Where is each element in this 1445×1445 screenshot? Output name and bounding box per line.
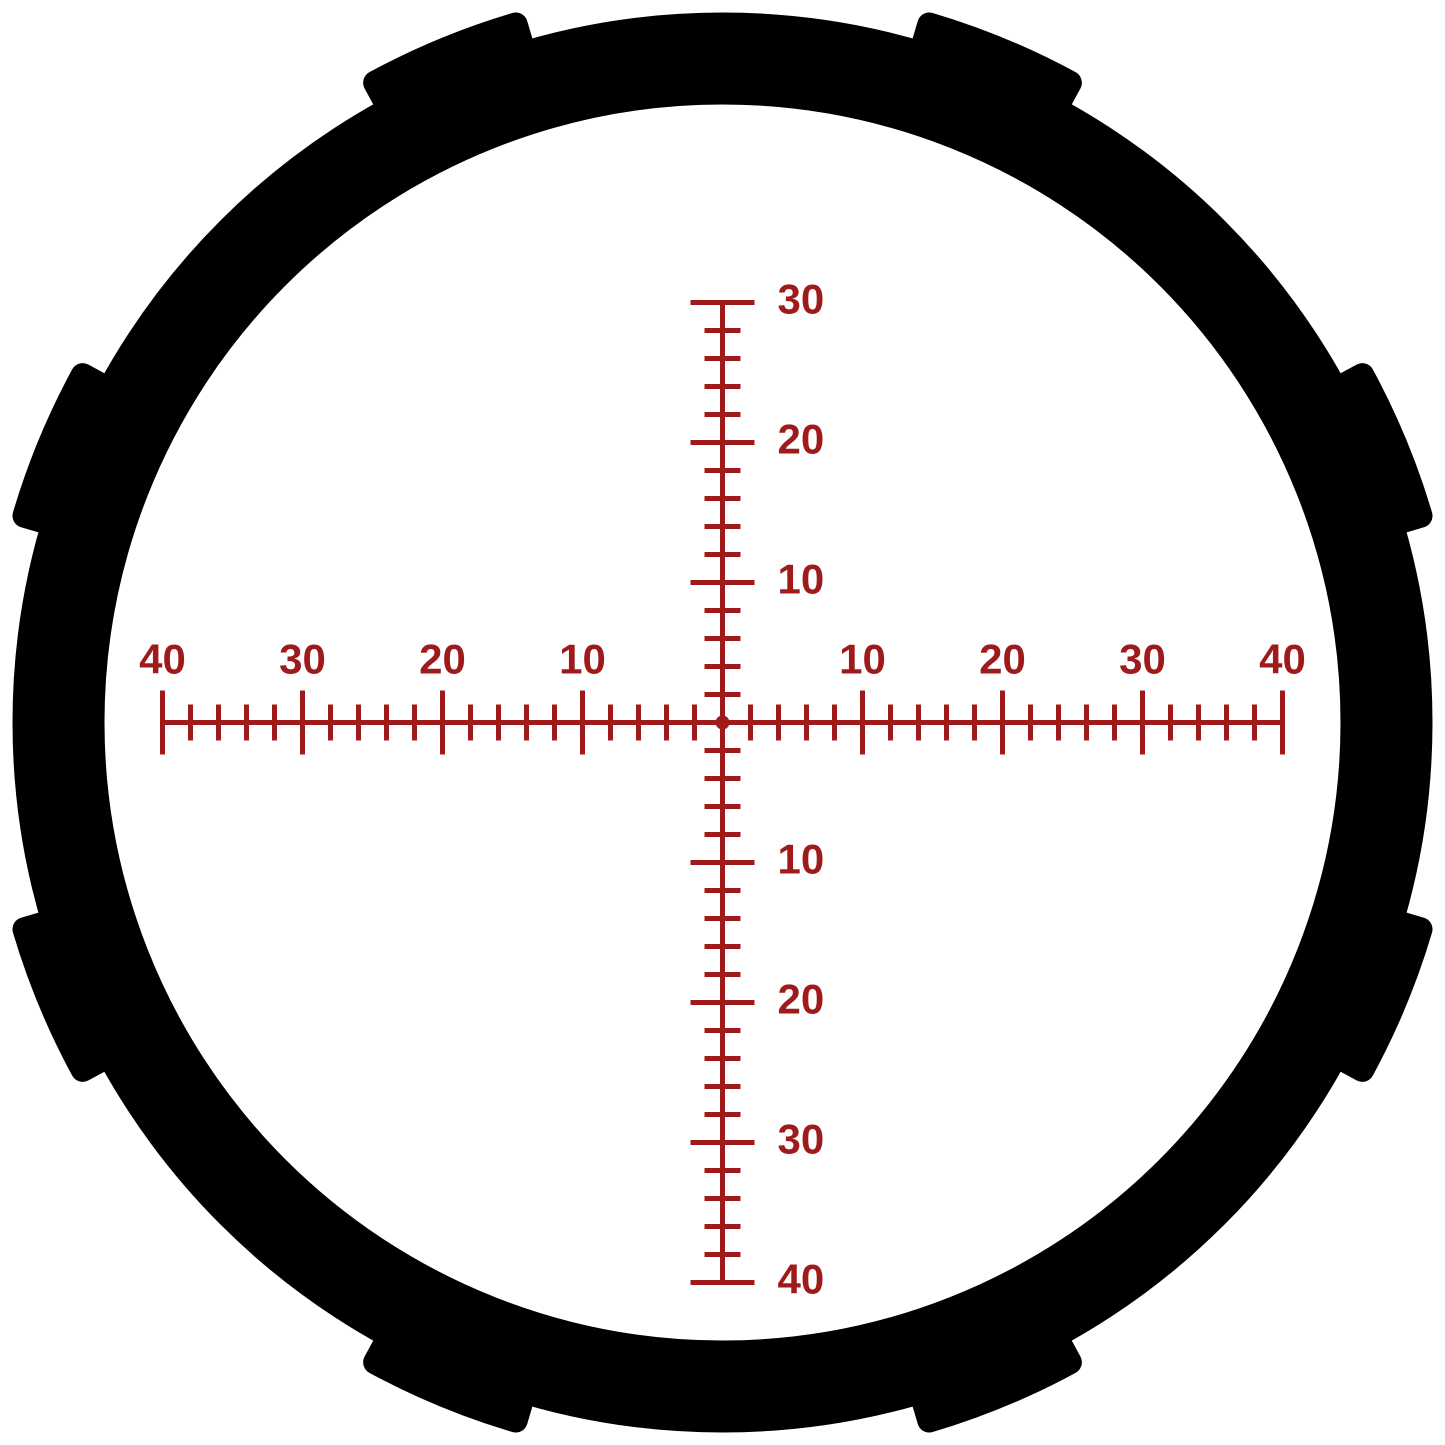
v-label-down-30: 30 xyxy=(778,1116,825,1163)
h-label-left-10: 10 xyxy=(559,636,606,683)
v-label-down-10: 10 xyxy=(778,836,825,883)
h-label-left-30: 30 xyxy=(279,636,326,683)
v-label-up-30: 30 xyxy=(778,276,825,323)
v-label-down-20: 20 xyxy=(778,976,825,1023)
reticle-diagram: 10 20 30 40 10 20 30 40 10 20 30 10 20 30 40 xyxy=(0,0,1445,1445)
v-label-up-20: 20 xyxy=(778,416,825,463)
h-label-right-30: 30 xyxy=(1119,636,1166,683)
h-label-left-40: 40 xyxy=(139,636,186,683)
h-label-right-20: 20 xyxy=(979,636,1026,683)
v-label-up-10: 10 xyxy=(778,556,825,603)
center-dot xyxy=(716,716,730,730)
v-label-down-40: 40 xyxy=(778,1256,825,1303)
h-label-right-40: 40 xyxy=(1259,636,1306,683)
h-label-right-10: 10 xyxy=(839,636,886,683)
h-label-left-20: 20 xyxy=(419,636,466,683)
